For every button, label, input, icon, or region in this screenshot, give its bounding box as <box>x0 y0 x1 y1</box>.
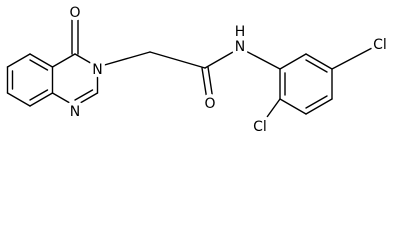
bond <box>96 51 151 68</box>
bond <box>74 53 99 68</box>
bond <box>305 95 328 109</box>
atom-label: N <box>235 39 245 55</box>
atom-labels: O N N O H N Cl Cl <box>66 2 390 137</box>
atom-label: N <box>92 62 102 78</box>
bonds <box>6 17 373 125</box>
bond <box>201 67 208 101</box>
bond <box>305 59 328 73</box>
atom-label: H <box>235 24 246 40</box>
atom-label: Cl <box>373 37 387 53</box>
bond <box>29 59 49 71</box>
bond <box>207 66 214 101</box>
bond <box>204 47 241 69</box>
bond <box>279 98 307 115</box>
bond <box>29 89 49 101</box>
bond <box>149 51 206 69</box>
bond <box>279 53 307 70</box>
bond <box>305 53 333 70</box>
bond <box>29 92 54 107</box>
bond <box>331 47 373 70</box>
bond <box>305 98 333 115</box>
bond <box>74 92 99 107</box>
structure-diagram: O N N O H N Cl Cl <box>6 2 390 137</box>
bond <box>51 92 76 107</box>
bond <box>74 89 94 101</box>
atom-label: O <box>204 96 215 112</box>
bond <box>239 47 281 70</box>
bond <box>6 92 31 107</box>
bond <box>51 53 76 68</box>
bond <box>6 53 31 68</box>
atom-label: O <box>69 5 80 21</box>
bond <box>29 53 54 68</box>
atom-label: Cl <box>253 119 267 135</box>
atom-label: N <box>70 104 80 120</box>
bond <box>261 98 281 125</box>
